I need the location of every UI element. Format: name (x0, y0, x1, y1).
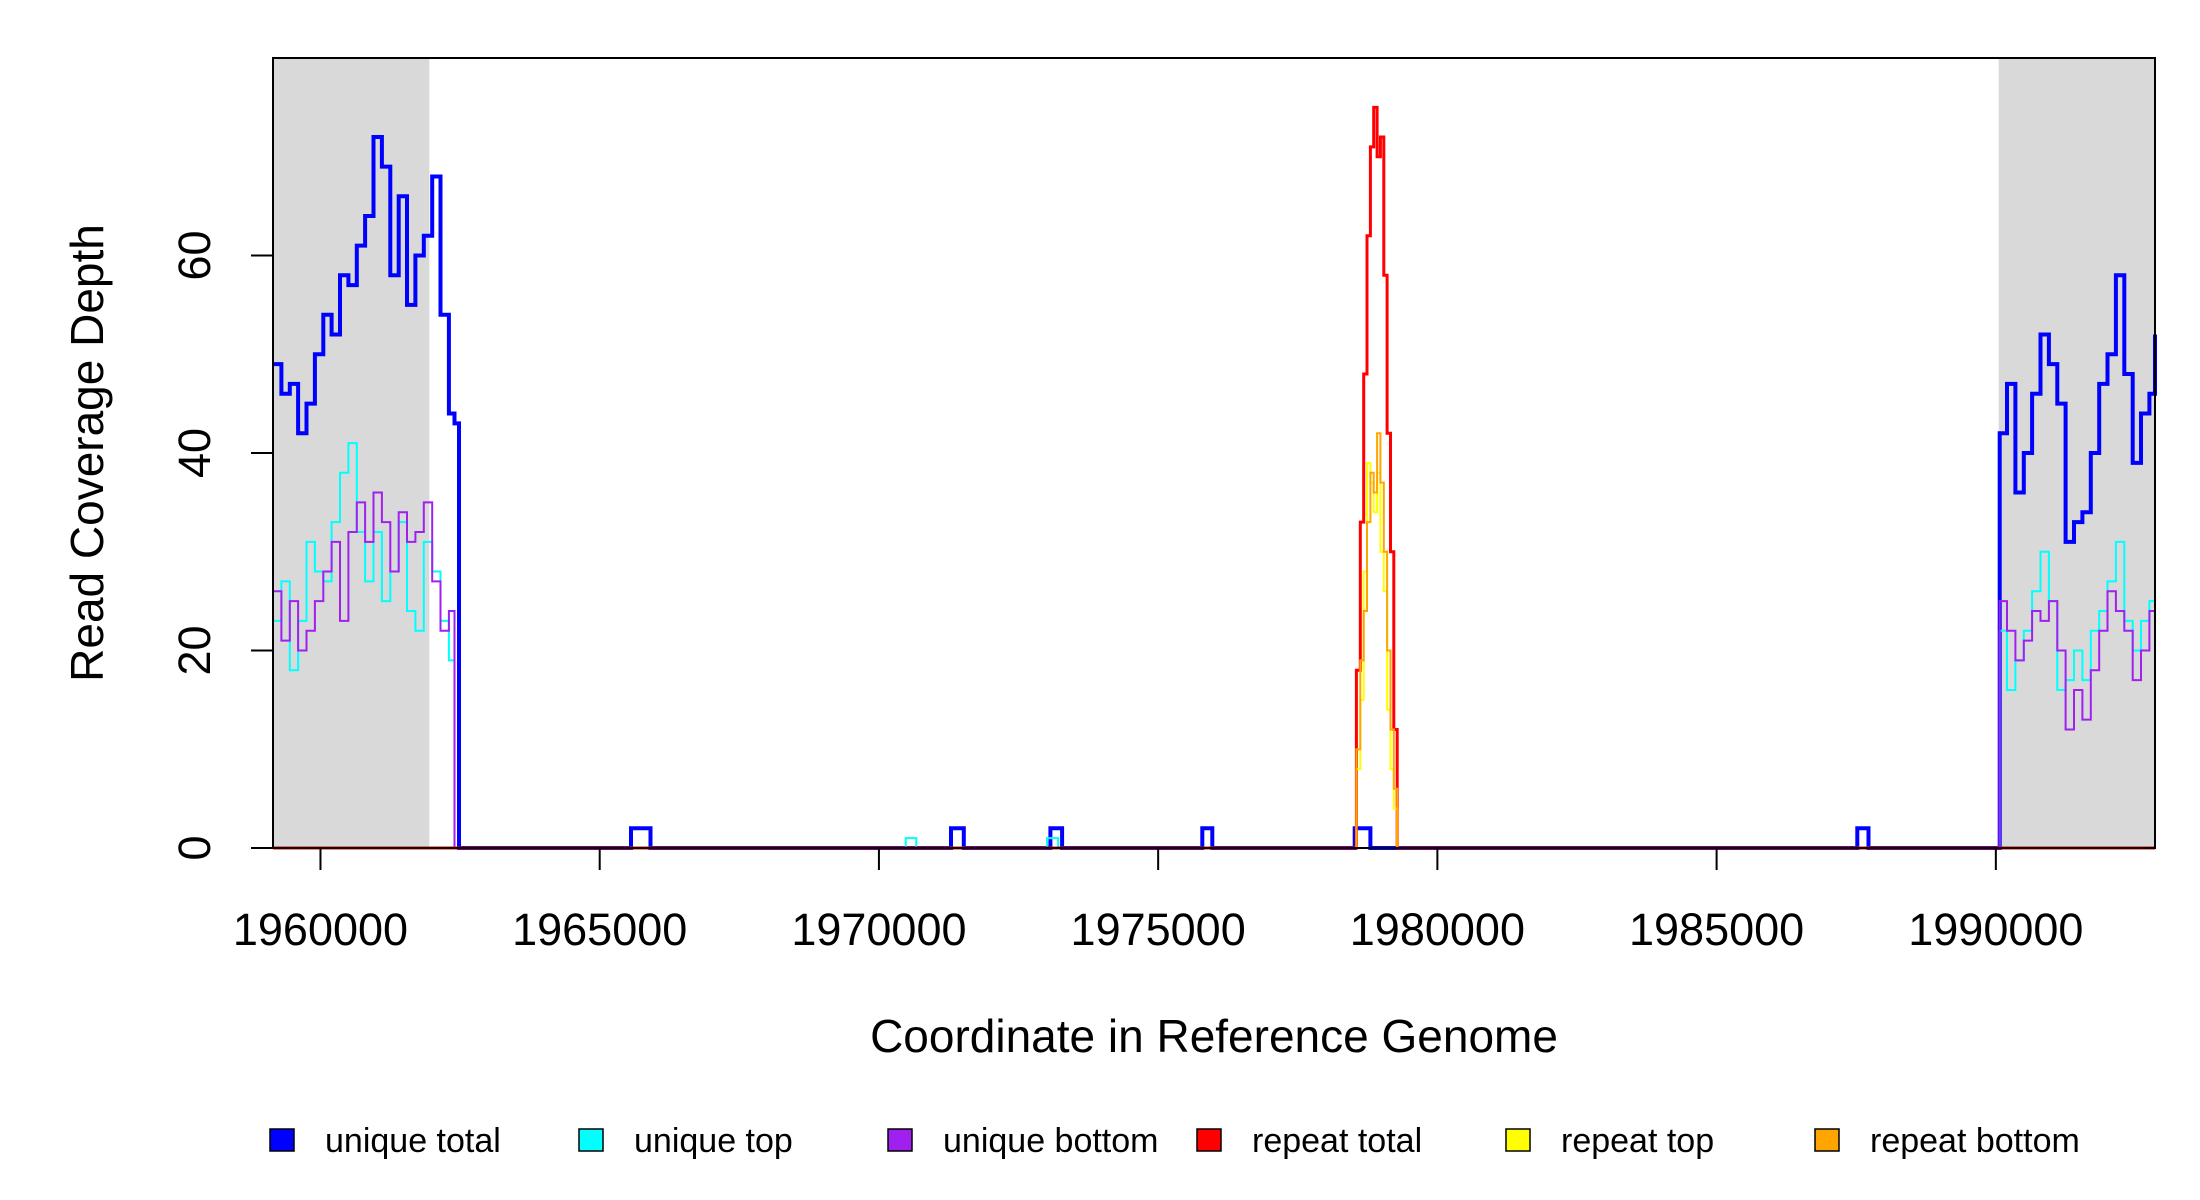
legend: unique total unique top unique bottom repea… (269, 1122, 2080, 1160)
y-tick-label: 20 (169, 625, 220, 675)
legend-label-repeat-bottom: repeat bottom (1870, 1122, 2080, 1160)
x-tick-label: 1970000 (791, 904, 966, 955)
x-axis: 1960000 1965000 1970000 1975000 1980000 19850… (233, 847, 2083, 955)
legend-swatch-unique-top (578, 1128, 604, 1152)
legend-swatch-repeat-bottom (1814, 1128, 1840, 1152)
legend-label-repeat-total: repeat total (1252, 1122, 1422, 1160)
y-tick-label: 60 (169, 230, 220, 280)
series-layer (273, 105, 2157, 850)
x-tick-label: 1960000 (233, 904, 408, 955)
y-axis: 0 20 40 60 (169, 230, 274, 861)
legend-swatch-unique-total (269, 1128, 295, 1152)
shaded-region-1 (273, 58, 430, 848)
x-tick-label: 1980000 (1350, 904, 1525, 955)
x-tick-label: 1975000 (1071, 904, 1246, 955)
series-line-repeat-bottom (273, 432, 2155, 849)
x-tick-label: 1965000 (512, 904, 687, 955)
y-axis-title: Read Coverage Depth (61, 224, 113, 682)
y-tick-label: 0 (169, 835, 220, 860)
series-line-unique-top (273, 442, 2156, 849)
x-axis-title: Coordinate in Reference Genome (870, 1010, 1558, 1062)
legend-label-repeat-top: repeat top (1561, 1122, 1714, 1160)
legend-swatch-repeat-top (1505, 1128, 1531, 1152)
legend-label-unique-total: unique total (325, 1122, 501, 1160)
legend-swatch-unique-bottom (887, 1128, 913, 1152)
legend-label-unique-bottom: unique bottom (943, 1122, 1159, 1160)
x-tick-label: 1985000 (1629, 904, 1804, 955)
legend-swatch-repeat-total (1196, 1128, 1222, 1152)
legend-label-unique-top: unique top (634, 1122, 793, 1160)
series-line-unique-bottom (273, 491, 2156, 849)
x-tick-label: 1990000 (1908, 904, 2083, 955)
series-line-unique-total (273, 135, 2157, 850)
y-tick-label: 40 (169, 428, 220, 478)
series-line-repeat-total (273, 105, 2155, 850)
